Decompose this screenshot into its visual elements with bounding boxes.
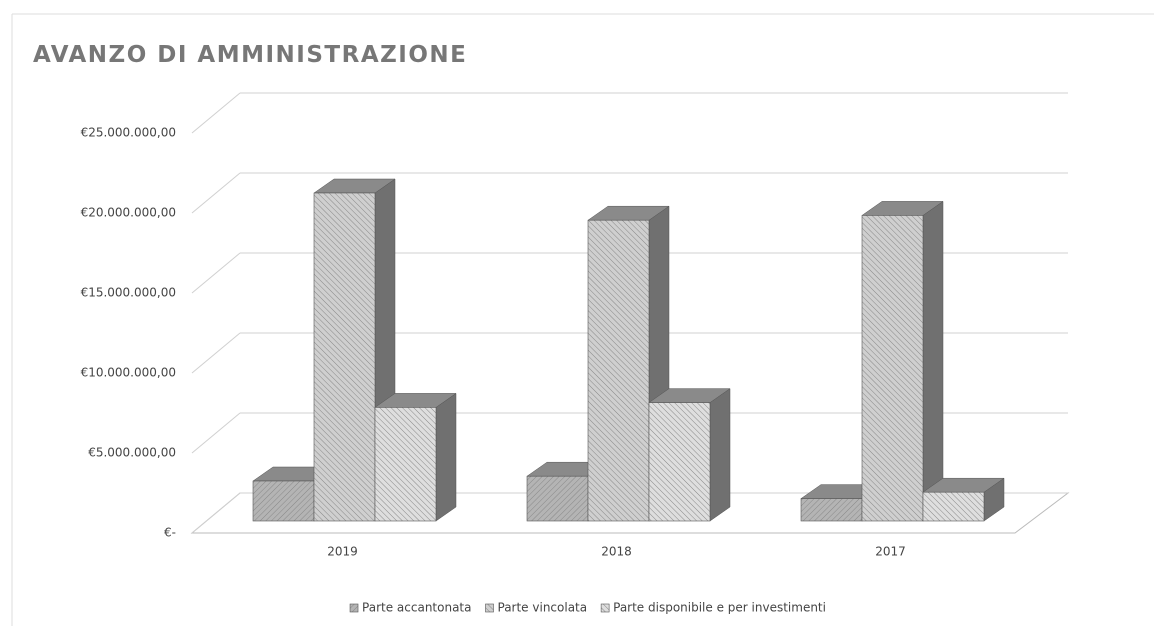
bar-front <box>526 475 589 522</box>
grid-side <box>191 92 241 134</box>
bar-front <box>587 219 650 522</box>
bar <box>374 392 457 522</box>
bar-front <box>861 215 924 522</box>
chart-title: AVANZO DI AMMINISTRAZIONE <box>33 42 467 68</box>
bar <box>861 200 944 522</box>
legend-label: Parte vincolata <box>497 601 587 615</box>
y-tick-label: €10.000.000,00 <box>81 366 176 380</box>
bar-side <box>709 388 731 522</box>
x-tick-label: 2017 <box>875 545 906 559</box>
grid-line <box>191 92 1068 134</box>
bar-front <box>313 192 376 522</box>
y-tick-label: €20.000.000,00 <box>81 206 176 220</box>
y-tick-label: €15.000.000,00 <box>81 286 176 300</box>
grid-line <box>191 172 1068 214</box>
grid-side <box>191 172 241 214</box>
grid-side <box>191 492 241 534</box>
legend-item: Parte disponibile e per investimenti <box>600 601 826 615</box>
grid-side <box>191 412 241 454</box>
bar-front <box>800 498 863 522</box>
x-tick-label: 2019 <box>327 545 358 559</box>
legend-swatch <box>485 603 494 613</box>
y-tick-label: €- <box>164 526 176 540</box>
bar <box>922 477 1005 522</box>
legend-swatch <box>349 603 359 613</box>
bar-front <box>648 402 711 522</box>
bar-side <box>435 392 457 522</box>
legend-label: Parte disponibile e per investimenti <box>613 601 826 615</box>
legend-label: Parte accantonata <box>362 601 471 615</box>
bar-side <box>922 200 944 522</box>
y-tick-label: €5.000.000,00 <box>88 446 176 460</box>
grid-side <box>191 332 241 374</box>
bar <box>648 388 731 522</box>
y-tick-label: €25.000.000,00 <box>81 126 176 140</box>
legend-swatch <box>600 603 610 613</box>
bar-front <box>374 407 437 522</box>
bar-front <box>922 491 985 522</box>
legend-item: Parte vincolata <box>485 601 587 615</box>
legend-item: Parte accantonata <box>349 601 471 615</box>
bar-front <box>252 480 315 522</box>
grid-side <box>191 252 241 294</box>
x-tick-label: 2018 <box>601 545 632 559</box>
